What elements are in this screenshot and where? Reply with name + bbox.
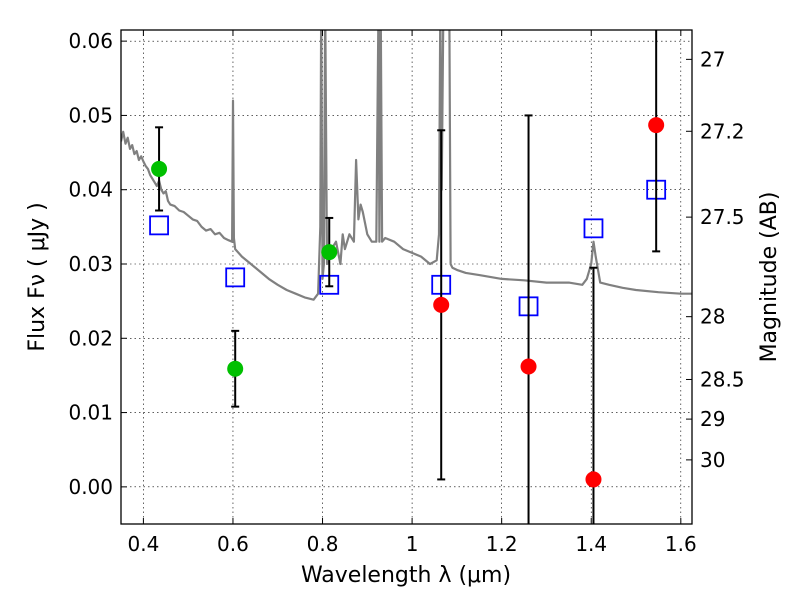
spectrum-line (121, 30, 692, 301)
magnitude-tick-label: 27 (700, 47, 725, 71)
x-tick-label: 1 (406, 532, 419, 556)
axis-ticks: 0.4 0.6 0.8 1 1.2 1.4 1.6 0.00 0.01 0.02 0.03 0.04 0… (68, 29, 744, 556)
model-square-marker (583, 218, 604, 239)
magnitude-tick-label: 30 (700, 448, 725, 472)
y-tick-label: 0.01 (68, 401, 113, 425)
x-axis-label: Wavelength λ (μm) (301, 563, 511, 588)
y-tick-label: 0.04 (68, 178, 113, 202)
y-tick-label: 0.00 (68, 475, 113, 499)
y-tick-label: 0.02 (68, 326, 113, 350)
y-tick-label: 0.05 (68, 103, 113, 127)
non-detections-marker (648, 117, 665, 134)
y-axis-label: Flux Fν ( μJy ) (25, 202, 50, 351)
magnitude-tick-label: 29 (700, 407, 725, 431)
magnitude-tick-label: 28.5 (700, 367, 745, 391)
model-square-marker (149, 215, 169, 236)
detections-marker (151, 160, 168, 177)
x-tick-label: 1.2 (486, 532, 518, 556)
non-detections-marker (433, 296, 450, 313)
magnitude-tick-label: 27.2 (700, 119, 745, 143)
model-square-marker (225, 267, 246, 288)
non-detections-marker (520, 358, 537, 375)
x-tick-label: 0.6 (217, 532, 249, 556)
y-tick-label: 0.06 (68, 29, 113, 53)
magnitude-axis-label: Magnitude (AB) (757, 192, 782, 363)
x-tick-label: 0.8 (307, 532, 339, 556)
x-tick-label: 0.4 (127, 532, 159, 556)
x-tick-label: 1.4 (575, 532, 607, 556)
magnitude-tick-label: 28 (700, 305, 725, 329)
x-tick-label: 1.6 (665, 532, 697, 556)
plot-frame (120, 29, 693, 525)
magnitude-tick-label: 27.5 (700, 205, 745, 229)
detections-marker (227, 360, 244, 377)
plot-area (121, 30, 692, 524)
detections-marker (321, 244, 338, 261)
y-tick-label: 0.03 (68, 252, 113, 276)
gridlines (121, 30, 692, 524)
non-detections-marker (585, 471, 602, 488)
